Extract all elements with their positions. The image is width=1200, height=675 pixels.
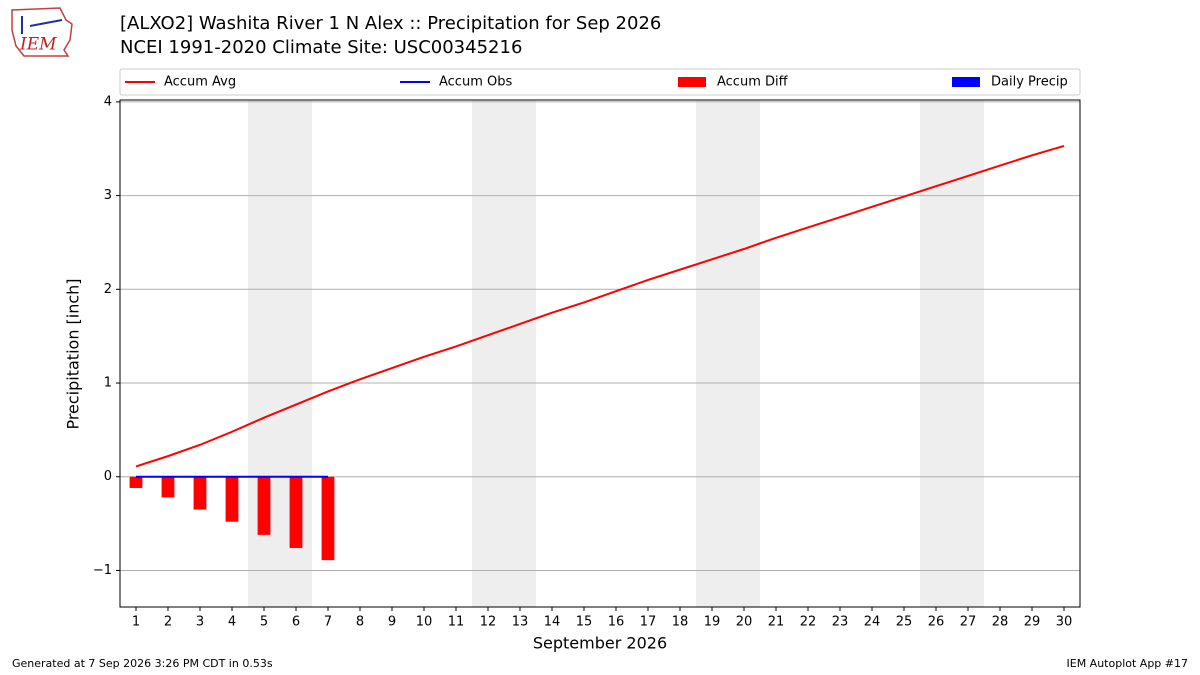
x-tick-label: 16 (608, 615, 625, 630)
x-tick-label: 11 (448, 615, 465, 630)
legend-label: Daily Precip (991, 75, 1068, 90)
x-tick-label: 21 (768, 615, 785, 630)
chart-title: [ALXO2] Washita River 1 N Alex :: Precip… (120, 13, 661, 34)
plot-frame (119, 99, 1081, 608)
bar (193, 476, 207, 510)
x-tick-label: 20 (736, 615, 753, 630)
x-tick-label: 8 (356, 615, 364, 630)
y-axis-label: Precipitation [inch] (64, 278, 83, 429)
x-tick-label: 27 (960, 615, 977, 630)
logo: IEM (11, 7, 73, 57)
x-tick-label: 7 (324, 615, 332, 630)
footer-left: Generated at 7 Sep 2026 3:26 PM CDT in 0… (12, 657, 273, 670)
x-tick-label: 26 (928, 615, 945, 630)
x-tick-label: 9 (388, 615, 396, 630)
x-tick-label: 10 (416, 615, 433, 630)
legend-swatch (952, 77, 980, 87)
x-tick-label: 25 (896, 615, 913, 630)
line (135, 144, 1065, 468)
x-tick-label: 2 (164, 615, 172, 630)
x-tick-label: 5 (260, 615, 268, 630)
y-tick-label: 2 (104, 282, 112, 297)
x-tick-label: 23 (832, 615, 849, 630)
legend-box (119, 68, 1081, 96)
y-tick-label: 1 (104, 376, 112, 391)
bar (257, 476, 271, 535)
x-tick-label: 14 (544, 615, 561, 630)
logo-text: IEM (19, 35, 57, 55)
chart-subtitle: NCEI 1991-2020 Climate Site: USC00345216 (120, 37, 522, 58)
x-tick-label: 22 (800, 615, 817, 630)
legend-label: Accum Diff (717, 75, 789, 90)
x-tick-label: 17 (640, 615, 657, 630)
bar (129, 476, 143, 488)
y-tick-label: 4 (104, 94, 112, 109)
weekend-shade (920, 100, 984, 607)
x-axis-label: September 2026 (533, 634, 667, 653)
x-tick-label: 18 (672, 615, 689, 630)
bar (161, 476, 175, 498)
x-tick-label: 6 (292, 615, 300, 630)
logo-icon (29, 19, 63, 27)
x-tick-label: 12 (480, 615, 497, 630)
x-tick-label: 15 (576, 615, 593, 630)
y-tick-label: 3 (104, 188, 112, 203)
bar (225, 476, 239, 522)
bar (289, 476, 303, 548)
x-tick-label: 3 (196, 615, 204, 630)
x-tick-label: 28 (992, 615, 1009, 630)
weekend-shade (696, 100, 760, 607)
bar (321, 476, 335, 561)
x-tick-label: 19 (704, 615, 721, 630)
x-tick-label: 1 (132, 615, 140, 630)
x-tick-label: 29 (1024, 615, 1041, 630)
y-tick-label: −1 (93, 563, 112, 578)
x-tick-label: 24 (864, 615, 881, 630)
weekend-shade (472, 100, 536, 607)
legend-label: Accum Obs (439, 75, 512, 90)
footer-right: IEM Autoplot App #17 (1067, 657, 1189, 670)
legend-swatch (678, 77, 706, 87)
legend-label: Accum Avg (164, 75, 236, 90)
x-tick-label: 13 (512, 615, 529, 630)
x-tick-label: 4 (228, 615, 236, 630)
x-tick-label: 30 (1056, 615, 1073, 630)
y-tick-label: 0 (104, 469, 112, 484)
